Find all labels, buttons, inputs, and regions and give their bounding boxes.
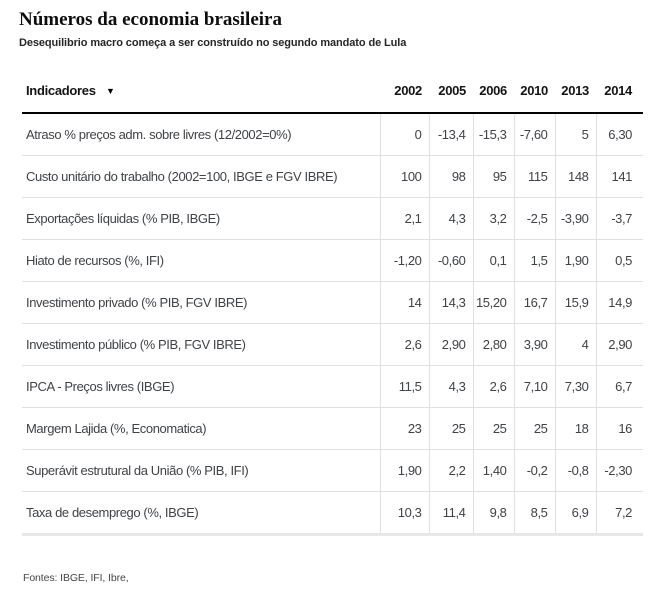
value-cell: 2,6 <box>472 365 514 408</box>
value-cell: 23 <box>379 407 429 450</box>
table-row: Investimento público (% PIB, FGV IBRE) 2,… <box>22 323 643 366</box>
value-cell: 2,6 <box>379 323 429 366</box>
page-title: Números da economia brasileira <box>19 9 282 30</box>
value-cell: -0,60 <box>428 239 473 282</box>
table-row: Custo unitário do trabalho (2002=100, IB… <box>22 155 643 198</box>
column-header-year-2014: 2014 <box>604 83 632 98</box>
value-cell: 25 <box>513 407 555 450</box>
indicator-label: Exportações líquidas (% PIB, IBGE) <box>22 197 380 240</box>
value-cell: 7,2 <box>595 491 643 535</box>
economic-indicators-table: Indicadores ▼ 2002 2005 2006 2010 2013 2… <box>22 83 643 536</box>
indicator-label: Taxa de desemprego (%, IBGE) <box>22 491 380 535</box>
value-cell: 1,5 <box>513 239 555 282</box>
value-cell: 2,80 <box>472 323 514 366</box>
table-row: Investimento privado (% PIB, FGV IBRE) 14… <box>22 281 643 324</box>
value-cell: 0 <box>379 113 429 156</box>
indicator-label: IPCA - Preços livres (IBGE) <box>22 365 380 408</box>
table-row: Hiato de recursos (%, IFI) -1,20 -0,60 0,1 1… <box>22 239 643 282</box>
value-cell: 6,7 <box>595 365 643 408</box>
value-cell: 1,90 <box>554 239 596 282</box>
column-header-year-2006: 2006 <box>479 83 507 98</box>
value-cell: 7,30 <box>554 365 596 408</box>
value-cell: -13,4 <box>428 113 473 156</box>
value-cell: 14,9 <box>595 281 643 324</box>
table-row: Exportações líquidas (% PIB, IBGE) 2,1 4,3… <box>22 197 643 240</box>
value-cell: 141 <box>595 155 643 198</box>
value-cell: 7,10 <box>513 365 555 408</box>
value-cell: 115 <box>513 155 555 198</box>
value-cell: -3,7 <box>595 197 643 240</box>
value-cell: 148 <box>554 155 596 198</box>
value-cell: 11,4 <box>428 491 473 535</box>
indicator-label: Custo unitário do trabalho (2002=100, IB… <box>22 155 380 198</box>
table-row: Superávit estrutural da União (% PIB, IF… <box>22 449 643 492</box>
value-cell: -3,90 <box>554 197 596 240</box>
value-cell: -0,8 <box>554 449 596 492</box>
value-cell: 98 <box>428 155 473 198</box>
value-cell: 14 <box>379 281 429 324</box>
value-cell: 0,5 <box>595 239 643 282</box>
value-cell: -1,20 <box>379 239 429 282</box>
indicator-label: Margem Lajida (%, Economatica) <box>22 407 380 450</box>
value-cell: -0,2 <box>513 449 555 492</box>
value-cell: 11,5 <box>379 365 429 408</box>
value-cell: 4 <box>554 323 596 366</box>
value-cell: -7,60 <box>513 113 555 156</box>
value-cell: 16 <box>595 407 643 450</box>
column-header-year-2005: 2005 <box>438 83 466 98</box>
value-cell: 6,30 <box>595 113 643 156</box>
value-cell: 95 <box>472 155 514 198</box>
value-cell: 1,90 <box>379 449 429 492</box>
value-cell: -2,30 <box>595 449 643 492</box>
value-cell: 1,40 <box>472 449 514 492</box>
value-cell: 2,90 <box>428 323 473 366</box>
column-header-indicators[interactable]: Indicadores ▼ <box>22 83 380 113</box>
column-header-year-2002: 2002 <box>394 83 422 98</box>
indicators-header-label: Indicadores <box>26 83 96 98</box>
column-header-year-2010: 2010 <box>520 83 548 98</box>
value-cell: 9,8 <box>472 491 514 535</box>
column-header-year-2013: 2013 <box>561 83 589 98</box>
value-cell: 15,9 <box>554 281 596 324</box>
value-cell: 25 <box>428 407 473 450</box>
table-row: IPCA - Preços livres (IBGE) 11,5 4,3 2,6 7,1… <box>22 365 643 408</box>
value-cell: 100 <box>379 155 429 198</box>
value-cell: 5 <box>554 113 596 156</box>
indicator-label: Hiato de recursos (%, IFI) <box>22 239 380 282</box>
value-cell: 14,3 <box>428 281 473 324</box>
value-cell: 0,1 <box>472 239 514 282</box>
value-cell: 25 <box>472 407 514 450</box>
value-cell: 4,3 <box>428 197 473 240</box>
value-cell: 2,90 <box>595 323 643 366</box>
value-cell: -2,5 <box>513 197 555 240</box>
value-cell: 4,3 <box>428 365 473 408</box>
sort-descending-icon[interactable]: ▼ <box>105 86 115 96</box>
indicator-label: Atraso % preços adm. sobre livres (12/20… <box>26 127 292 142</box>
value-cell: 15,20 <box>472 281 514 324</box>
indicator-label: Superávit estrutural da União (% PIB, IF… <box>22 449 380 492</box>
value-cell: 3,90 <box>513 323 555 366</box>
value-cell: 6,9 <box>554 491 596 535</box>
table-widget: Números da economia brasileira Desequili… <box>19 9 643 584</box>
indicator-label: Investimento público (% PIB, FGV IBRE) <box>22 323 380 366</box>
table-row: Taxa de desemprego (%, IBGE) 10,3 11,4 9,8 8… <box>22 491 643 535</box>
table-row: Atraso % preços adm. sobre livres (12/20… <box>22 113 643 156</box>
value-cell: 16,7 <box>513 281 555 324</box>
indicator-label: Investimento privado (% PIB, FGV IBRE) <box>22 281 380 324</box>
value-cell: 8,5 <box>513 491 555 535</box>
value-cell: 10,3 <box>379 491 429 535</box>
value-cell: 2,1 <box>379 197 429 240</box>
value-cell: 18 <box>554 407 596 450</box>
table-header-row: Indicadores ▼ 2002 2005 2006 2010 2013 2… <box>22 83 643 113</box>
sources-footnote: Fontes: IBGE, IFI, Ibre, <box>23 572 129 584</box>
table-row: Margem Lajida (%, Economatica) 23 25 25 25 18… <box>22 407 643 450</box>
value-cell: 2,2 <box>428 449 473 492</box>
value-cell: 3,2 <box>472 197 514 240</box>
page-subtitle: Desequilibrio macro começa a ser constru… <box>19 37 407 49</box>
value-cell: -15,3 <box>472 113 514 156</box>
